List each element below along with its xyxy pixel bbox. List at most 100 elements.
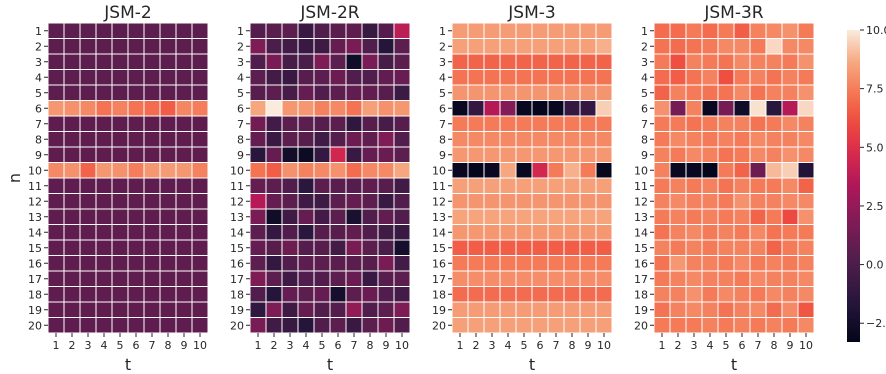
- panel-3-cell-r7-c2: [467, 115, 485, 132]
- panel-3-cell-r9-c1: [451, 146, 469, 163]
- panel-3-ytick-label-3: 3: [439, 56, 446, 69]
- panel-2-cell-r8-c6: [329, 131, 347, 148]
- panel-4-cell-r18-c2: [669, 286, 687, 303]
- panel-1-cell-r7-c1: [47, 115, 65, 132]
- panel-2-cell-r12-c4: [297, 193, 315, 210]
- panel-3-cell-r13-c8: [563, 208, 581, 225]
- panel-1-cell-r16-c4: [95, 255, 113, 272]
- panel-4-cell-r17-c6: [733, 270, 751, 287]
- panel-4-cell-r8-c10: [797, 131, 815, 148]
- panel-4-cell-r11-c1: [653, 177, 671, 194]
- panel-2-cell-r3-c3: [281, 53, 299, 70]
- panel-1-cell-r10-c7: [143, 162, 161, 179]
- panel-3-cell-r8-c1: [451, 131, 469, 148]
- panel-1-cell-r12-c2: [63, 193, 81, 210]
- panel-3-cell-r18-c9: [579, 286, 597, 303]
- panel-3-cell-r17-c2: [467, 270, 485, 287]
- panel-2-cell-r14-c7: [345, 224, 363, 241]
- panel-4-cell-r9-c1: [653, 146, 671, 163]
- panel-3-cell-r8-c3: [483, 131, 501, 148]
- panel-3-cell-r15-c10: [595, 239, 613, 256]
- panel-3-cell-r3-c5: [515, 53, 533, 70]
- panel-4-cell-r19-c9: [781, 301, 799, 318]
- panel-2-cell-r20-c10: [393, 317, 411, 334]
- panel-2-cell-r2-c9: [377, 38, 395, 55]
- panel-2-cell-r3-c7: [345, 53, 363, 70]
- panel-1-cell-r9-c10: [191, 146, 209, 163]
- panel-4-cell-r9-c9: [781, 146, 799, 163]
- panel-1-cell-r15-c3: [79, 239, 97, 256]
- panel-1-cell-r3-c1: [47, 53, 65, 70]
- panel-3-cell-r12-c5: [515, 193, 533, 210]
- panel-3-cell-r2-c7: [547, 38, 565, 55]
- panel-3-cell-r11-c5: [515, 177, 533, 194]
- panel-2-cell-r2-c1: [249, 38, 267, 55]
- panel-4-cell-r14-c1: [653, 224, 671, 241]
- panel-1-cell-r18-c3: [79, 286, 97, 303]
- panel-1-cell-r8-c8: [159, 131, 177, 148]
- panel-1-xtick-label-1: 1: [53, 339, 60, 352]
- panel-2-cell-r12-c9: [377, 193, 395, 210]
- panel-1-cell-r14-c10: [191, 224, 209, 241]
- panel-2-cell-r7-c5: [313, 115, 331, 132]
- panel-2-cell-r17-c3: [281, 270, 299, 287]
- panel-2-cell-r12-c3: [281, 193, 299, 210]
- panel-3-cell-r19-c5: [515, 301, 533, 318]
- panel-1-cell-r14-c6: [127, 224, 145, 241]
- panel-1-cell-r6-c5: [111, 100, 129, 117]
- panel-3-ytick-label-14: 14: [432, 226, 446, 239]
- panel-3-cell-r1-c9: [579, 22, 597, 39]
- panel-1-cell-r11-c3: [79, 177, 97, 194]
- panel-2-xtick-label-2: 2: [271, 339, 278, 352]
- panel-2-cell-r3-c6: [329, 53, 347, 70]
- panel-3-cell-r6-c1: [451, 100, 469, 117]
- panel-2-cell-r19-c8: [361, 301, 379, 318]
- panel-3-cell-r16-c1: [451, 255, 469, 272]
- panel-4-ytick-label-9: 9: [641, 149, 648, 162]
- panel-2-cell-r7-c4: [297, 115, 315, 132]
- panel-2-xtick-label-4: 4: [303, 339, 310, 352]
- panel-2-ytick-label-16: 16: [230, 257, 244, 270]
- panel-4-cell-r2-c10: [797, 38, 815, 55]
- panel-1-cell-r18-c6: [127, 286, 145, 303]
- panel-1-xtick-label-8: 8: [165, 339, 172, 352]
- panel-4-cell-r19-c5: [717, 301, 735, 318]
- panel-3-cell-r7-c5: [515, 115, 533, 132]
- panel-1-ytick-label-7: 7: [35, 118, 42, 131]
- panel-3-cell-r17-c6: [531, 270, 549, 287]
- panel-3-cell-r16-c6: [531, 255, 549, 272]
- panel-4-cell-r14-c2: [669, 224, 687, 241]
- panel-4-cell-r17-c2: [669, 270, 687, 287]
- panel-2-cell-r3-c9: [377, 53, 395, 70]
- panel-1-cell-r1-c8: [159, 22, 177, 39]
- panel-2-xtick-label-10: 10: [395, 339, 409, 352]
- panel-2-cell-r9-c8: [361, 146, 379, 163]
- panel-3-cell-r2-c5: [515, 38, 533, 55]
- panel-2-cell-r10-c1: [249, 162, 267, 179]
- panel-2-cell-r6-c6: [329, 100, 347, 117]
- panel-4-cell-r3-c7: [749, 53, 767, 70]
- panel-2-cell-r8-c8: [361, 131, 379, 148]
- panel-2-cell-r10-c3: [281, 162, 299, 179]
- panel-4-cell-r7-c3: [685, 115, 703, 132]
- panel-3-ytick-label-10: 10: [432, 164, 446, 177]
- panel-4-cell-r9-c4: [701, 146, 719, 163]
- panel-3-cell-r19-c4: [499, 301, 517, 318]
- panel-1-cell-r12-c5: [111, 193, 129, 210]
- panel-1-cell-r8-c6: [127, 131, 145, 148]
- panel-1-cell-r20-c4: [95, 317, 113, 334]
- panel-4-cell-r17-c9: [781, 270, 799, 287]
- panel-4-cell-r10-c6: [733, 162, 751, 179]
- panel-3-cell-r15-c7: [547, 239, 565, 256]
- panel-3-ytick-label-1: 1: [439, 25, 446, 38]
- colorbar-tick-label-6: 10.0: [866, 24, 886, 37]
- panel-3-cell-r6-c6: [531, 100, 549, 117]
- panel-2-cell-r19-c1: [249, 301, 267, 318]
- panel-3-cell-r12-c1: [451, 193, 469, 210]
- panel-4-ytick-label-13: 13: [634, 211, 648, 224]
- panel-2-cell-r13-c8: [361, 208, 379, 225]
- panel-4-cell-r12-c5: [717, 193, 735, 210]
- panel-3-cell-r18-c3: [483, 286, 501, 303]
- panel-2-cell-r4-c7: [345, 69, 363, 86]
